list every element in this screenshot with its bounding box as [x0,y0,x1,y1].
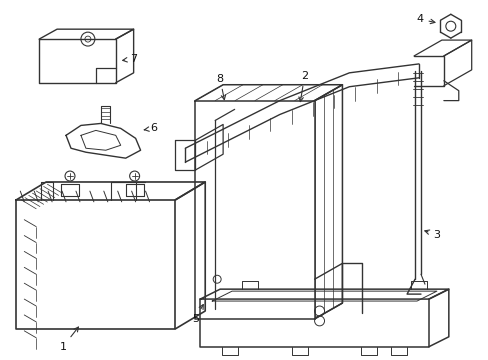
Text: 7: 7 [122,54,137,64]
Text: 1: 1 [60,327,78,352]
Text: 3: 3 [424,230,440,239]
Text: 4: 4 [416,14,434,24]
Text: 2: 2 [298,71,307,102]
Text: 5: 5 [191,305,203,324]
Text: 6: 6 [144,123,157,134]
Text: 8: 8 [216,74,225,100]
